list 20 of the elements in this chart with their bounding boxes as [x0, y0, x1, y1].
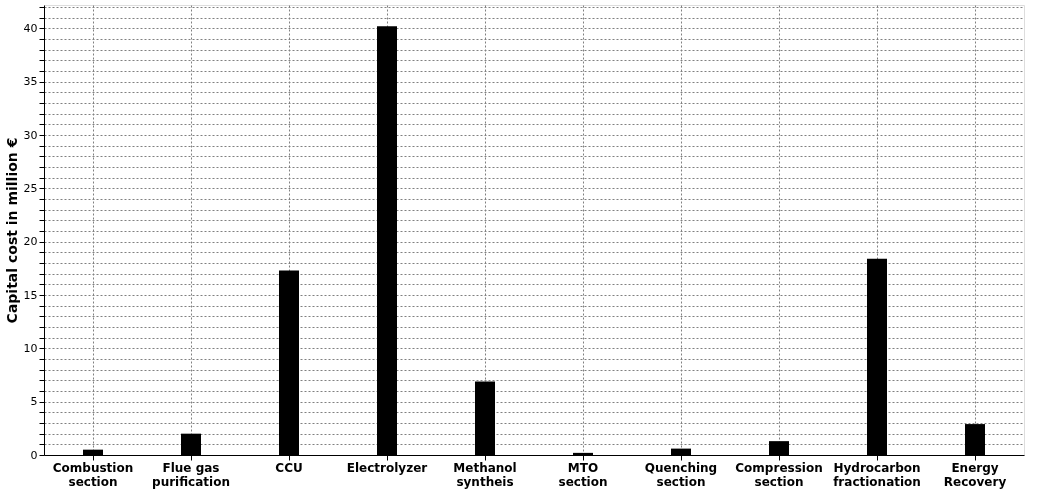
- y-tick-label: 5: [30, 395, 38, 409]
- x-tick-label: Hydrocarbon fractionation: [833, 460, 921, 489]
- y-tick-label: 10: [23, 341, 38, 355]
- y-tick-label: 35: [23, 75, 38, 89]
- x-tick-label: CCU: [275, 460, 303, 475]
- y-tick-label: 40: [23, 21, 38, 35]
- x-tick-label: Compression section: [735, 460, 823, 489]
- x-tick-label: MTO section: [558, 460, 608, 489]
- x-tick-label: Flue gas purification: [152, 460, 230, 489]
- y-axis-title: Capital cost in million €: [3, 137, 20, 324]
- x-tick-label: Methanol syntheis: [453, 460, 517, 489]
- y-tick-label: 30: [23, 128, 38, 142]
- x-tick-label: Combustion section: [52, 460, 134, 489]
- x-tick-label: Electrolyzer: [346, 460, 428, 475]
- y-tick-label: 20: [23, 235, 38, 249]
- y-tick-label: 25: [23, 181, 38, 195]
- y-tick-label: 15: [23, 288, 38, 302]
- x-tick-label: Quenching section: [644, 460, 718, 489]
- y-tick-label: 0: [30, 448, 38, 462]
- x-tick-label: Energy Recovery: [943, 460, 1007, 489]
